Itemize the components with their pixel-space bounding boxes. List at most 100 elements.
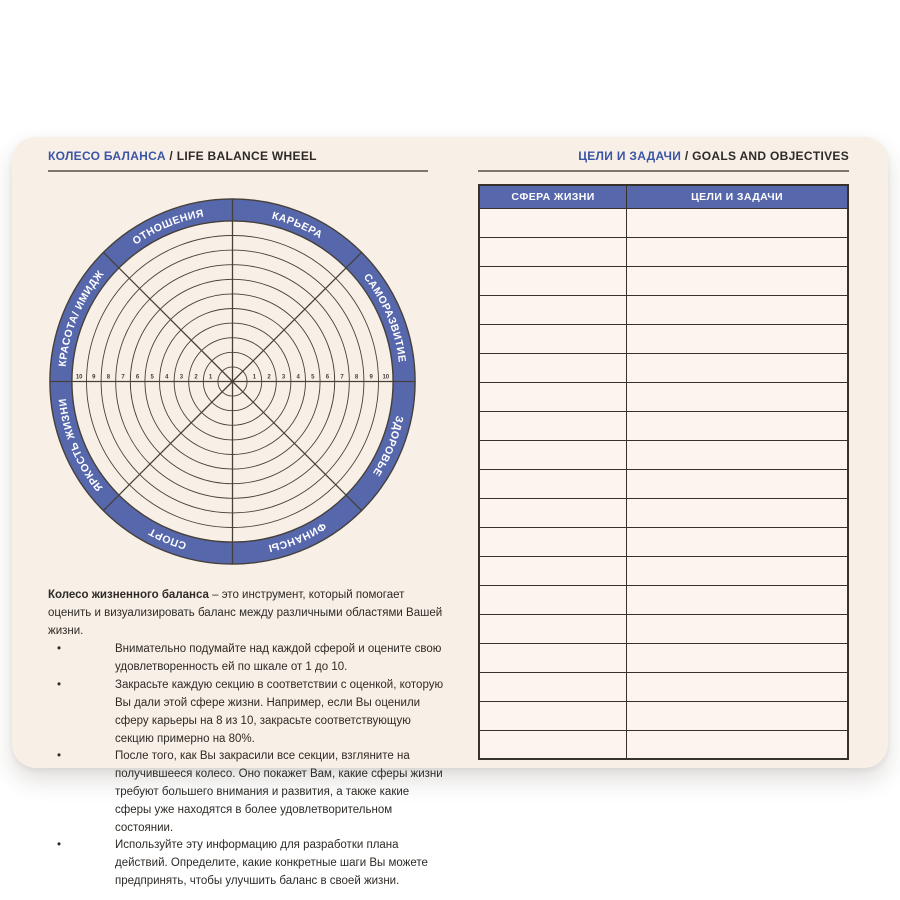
sphere-cell[interactable] [478,642,628,673]
sphere-cell[interactable] [478,381,628,412]
goal-cell[interactable] [626,323,849,354]
scale-number: 10 [76,375,83,381]
goals-table: СФЕРА ЖИЗНИ ЦЕЛИ И ЗАДАЧИ [478,184,849,760]
table-row [478,584,849,615]
table-row [478,207,849,238]
table-row [478,555,849,586]
scale-number: 5 [311,375,315,381]
table-row [478,700,849,731]
sphere-cell[interactable] [478,584,628,615]
column-header-sphere: СФЕРА ЖИЗНИ [478,184,628,209]
sphere-cell[interactable] [478,729,628,760]
scale-number: 8 [107,375,111,381]
left-page-title: КОЛЕСО БАЛАНСА / LIFE BALANCE WHEEL [48,149,428,172]
sphere-cell[interactable] [478,671,628,702]
sector-divider-line [232,251,363,382]
sphere-cell[interactable] [478,294,628,325]
scale-number: 3 [282,375,286,381]
goal-cell[interactable] [626,207,849,238]
scale-number: 8 [355,375,359,381]
scale-number: 9 [370,375,374,381]
intro-term: Колесо жизненного баланса [48,589,209,601]
table-row [478,671,849,702]
intro-text: – это инструмент, который помогает оцени… [48,589,443,637]
intro-paragraph: Колесо жизненного баланса – это инструме… [48,587,448,640]
table-row [478,236,849,267]
table-row [478,410,849,441]
goal-cell[interactable] [626,613,849,644]
goal-cell[interactable] [626,642,849,673]
table-row [478,642,849,673]
sphere-cell[interactable] [478,207,628,238]
sphere-cell[interactable] [478,700,628,731]
sphere-cell[interactable] [478,613,628,644]
scale-number: 10 [382,375,389,381]
sphere-cell[interactable] [478,410,628,441]
goal-cell[interactable] [626,236,849,267]
goal-cell[interactable] [626,729,849,760]
goals-table-header-row: СФЕРА ЖИЗНИ ЦЕЛИ И ЗАДАЧИ [478,184,849,209]
scale-number: 6 [326,375,330,381]
sphere-cell[interactable] [478,555,628,586]
sector-divider-line [102,381,233,512]
scale-number: 2 [267,375,271,381]
goal-cell[interactable] [626,352,849,383]
planner-spread: КОЛЕСО БАЛАНСА / LIFE BALANCE WHEEL ЦЕЛИ… [12,137,888,887]
table-row [478,526,849,557]
table-row [478,323,849,354]
table-row [478,381,849,412]
scale-number: 7 [121,375,125,381]
sphere-cell[interactable] [478,497,628,528]
table-row [478,613,849,644]
right-page-title-en: / GOALS AND OBJECTIVES [681,149,849,163]
wheel-instructions: Колесо жизненного баланса – это инструме… [48,587,448,891]
goal-cell[interactable] [626,294,849,325]
goal-cell[interactable] [626,497,849,528]
scale-number: 3 [180,375,184,381]
column-header-goals: ЦЕЛИ И ЗАДАЧИ [626,184,849,209]
goal-cell[interactable] [626,410,849,441]
instruction-item: Закрасьте каждую секцию в соответствии с… [48,677,448,748]
scale-number: 4 [297,375,301,381]
instruction-list: Внимательно подумайте над каждой сферой … [48,641,448,890]
goal-cell[interactable] [626,584,849,615]
goal-cell[interactable] [626,439,849,470]
sector-divider-line [232,381,363,512]
scale-number: 7 [340,375,344,381]
life-balance-wheel: 1 1 2 2 3 3 4 4 5 5 6 6 7 7 8 8 9 9 10 10 ОТНОШЕНИЯ КАРЬЕРА СА… [46,195,419,568]
table-row [478,439,849,470]
table-row [478,497,849,528]
sphere-cell[interactable] [478,439,628,470]
scale-number: 1 [253,375,257,381]
goal-cell[interactable] [626,468,849,499]
table-row [478,265,849,296]
right-page-title-ru: ЦЕЛИ И ЗАДАЧИ [578,149,682,163]
goal-cell[interactable] [626,526,849,557]
sphere-cell[interactable] [478,265,628,296]
scale-number: 2 [194,375,198,381]
table-row [478,294,849,325]
goal-cell[interactable] [626,265,849,296]
sphere-cell[interactable] [478,323,628,354]
sphere-cell[interactable] [478,468,628,499]
goal-cell[interactable] [626,700,849,731]
sphere-cell[interactable] [478,352,628,383]
right-page-title: ЦЕЛИ И ЗАДАЧИ / GOALS AND OBJECTIVES [478,149,849,172]
sphere-cell[interactable] [478,526,628,557]
instruction-item: Используйте эту информацию для разработк… [48,837,448,890]
scale-number: 9 [92,375,96,381]
scale-number: 6 [136,375,140,381]
goal-cell[interactable] [626,671,849,702]
goal-cell[interactable] [626,555,849,586]
instruction-item: После того, как Вы закрасили все секции,… [48,748,448,837]
table-row [478,729,849,760]
sphere-cell[interactable] [478,236,628,267]
left-page-title-en: / LIFE BALANCE WHEEL [165,149,317,163]
table-row [478,468,849,499]
scale-number: 1 [209,375,213,381]
goal-cell[interactable] [626,381,849,412]
left-page-title-ru: КОЛЕСО БАЛАНСА [48,149,166,163]
table-row [478,352,849,383]
instruction-item: Внимательно подумайте над каждой сферой … [48,641,448,677]
